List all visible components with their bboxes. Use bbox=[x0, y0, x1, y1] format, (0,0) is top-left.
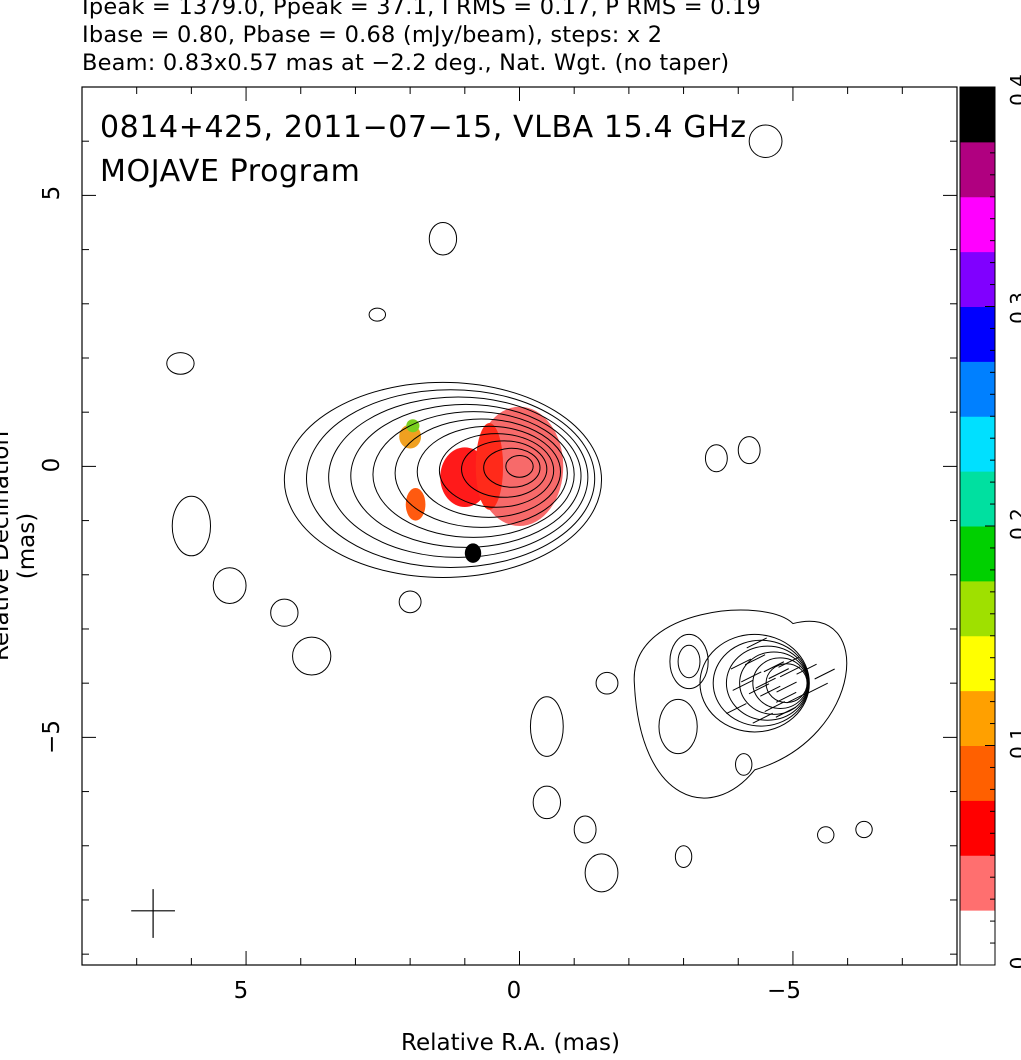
intensity-contour bbox=[725, 645, 809, 721]
evpa-vector bbox=[814, 668, 835, 680]
evpa-vector bbox=[748, 683, 770, 695]
noise-contour bbox=[368, 307, 387, 322]
colorbar-segment bbox=[960, 361, 995, 417]
noise-contour bbox=[166, 352, 195, 375]
polarization-patch bbox=[406, 419, 420, 433]
colorbar-segment bbox=[960, 306, 995, 362]
noise-contour bbox=[817, 826, 835, 844]
evpa-vector bbox=[726, 703, 747, 714]
colorbar-segment bbox=[960, 580, 995, 637]
colorbar-segment bbox=[960, 416, 995, 472]
evpa-vector bbox=[768, 668, 789, 680]
evpa-vector bbox=[755, 677, 776, 689]
evpa-vector bbox=[796, 663, 817, 675]
colorbar-segment bbox=[960, 690, 995, 746]
noise-contour bbox=[748, 124, 783, 158]
evpa-vector bbox=[744, 654, 766, 666]
noise-contour bbox=[270, 598, 299, 627]
evpa-vector bbox=[741, 671, 762, 683]
evpa-vector bbox=[778, 656, 799, 668]
evpa-vector bbox=[732, 680, 753, 691]
noise-contour bbox=[737, 436, 761, 465]
intensity-contour bbox=[505, 455, 534, 478]
intensity-contour bbox=[658, 698, 698, 755]
noise-contour bbox=[674, 845, 693, 868]
intensity-contour bbox=[483, 447, 541, 488]
colorbar-segment bbox=[960, 635, 995, 692]
x-tick-label: −5 bbox=[767, 978, 801, 1004]
plot-title: 0814+425, 2011−07−15, VLBA 15.4 GHz bbox=[100, 110, 747, 145]
colorbar-tick-label: 0.4 bbox=[1006, 74, 1021, 106]
intensity-contour bbox=[305, 389, 596, 568]
noise-contour bbox=[529, 696, 564, 757]
polarization-patch bbox=[405, 488, 426, 521]
evpa-vector bbox=[730, 658, 752, 670]
evpa-vector bbox=[776, 691, 797, 703]
colorbar-segment bbox=[960, 196, 995, 253]
colorbar-segment bbox=[960, 526, 995, 582]
noise-contour bbox=[532, 785, 562, 820]
evpa-vector bbox=[779, 666, 801, 678]
y-tick-label: −5 bbox=[39, 720, 65, 754]
intensity-contour bbox=[328, 396, 589, 558]
evpa-vector bbox=[764, 701, 785, 712]
intensity-contour bbox=[633, 609, 848, 799]
header-line-1: Ipeak = 1379.0, Ppeak = 37.1, I RMS = 0.… bbox=[82, 0, 762, 20]
noise-contour bbox=[735, 753, 753, 776]
intensity-contour bbox=[438, 433, 555, 508]
evpa-vector bbox=[763, 661, 785, 673]
noise-contour bbox=[855, 820, 873, 839]
colorbar-segment bbox=[960, 745, 995, 801]
evpa-vector bbox=[807, 682, 828, 694]
noise-contour bbox=[428, 221, 458, 256]
evpa-vector bbox=[786, 692, 808, 704]
noise-contour bbox=[595, 671, 619, 695]
intensity-contour bbox=[372, 411, 575, 538]
colorbar-segment bbox=[960, 141, 995, 198]
x-tick-label: 5 bbox=[233, 978, 249, 1004]
plot-subtitle: MOJAVE Program bbox=[100, 154, 361, 189]
intensity-contour bbox=[283, 381, 603, 578]
noise-contour bbox=[212, 567, 247, 605]
noise-contour bbox=[573, 815, 597, 844]
colorbar-tick-label: 0 bbox=[1006, 943, 1021, 983]
y-tick-label: 0 bbox=[39, 457, 65, 473]
noise-contour bbox=[171, 495, 212, 557]
noise-contour bbox=[398, 590, 422, 614]
intensity-contour bbox=[461, 440, 548, 498]
intensity-contour bbox=[394, 418, 568, 528]
evpa-vector bbox=[776, 681, 797, 693]
polarization-patch bbox=[464, 543, 482, 563]
colorbar-tick-label: 0.3 bbox=[1006, 292, 1021, 324]
intensity-contour bbox=[669, 633, 709, 690]
intensity-contour bbox=[350, 403, 582, 548]
intensity-contour bbox=[739, 651, 809, 715]
evpa-vector bbox=[760, 685, 781, 697]
colorbar-segment bbox=[960, 800, 995, 856]
noise-contour bbox=[292, 636, 332, 676]
colorbar-tick-label: 0.2 bbox=[1006, 508, 1021, 540]
evpa-vector bbox=[775, 706, 797, 718]
y-axis-label: Relative Declination (mas) bbox=[0, 430, 40, 662]
intensity-contour bbox=[677, 644, 701, 679]
evpa-vector bbox=[752, 712, 773, 724]
noise-contour bbox=[584, 853, 619, 893]
colorbar-segment bbox=[960, 87, 995, 143]
colorbar-segment bbox=[960, 251, 995, 307]
y-tick-label: 5 bbox=[39, 185, 65, 201]
colorbar-segment bbox=[960, 855, 995, 911]
colorbar-segment bbox=[960, 471, 995, 527]
x-tick-label: 0 bbox=[506, 978, 522, 1004]
intensity-contour bbox=[699, 633, 810, 733]
colorbar-segment bbox=[960, 910, 995, 966]
header-line-3: Beam: 0.83x0.57 mas at −2.2 deg., Nat. W… bbox=[82, 50, 730, 76]
header-line-2: Ibase = 0.80, Pbase = 0.68 (mJy/beam), s… bbox=[82, 22, 663, 48]
colorbar-tick-label: 0.1 bbox=[1006, 727, 1021, 759]
evpa-vector bbox=[746, 637, 767, 649]
intensity-contour bbox=[416, 425, 562, 518]
x-axis-label: Relative R.A. (mas) bbox=[401, 1030, 620, 1056]
noise-contour bbox=[704, 444, 728, 473]
